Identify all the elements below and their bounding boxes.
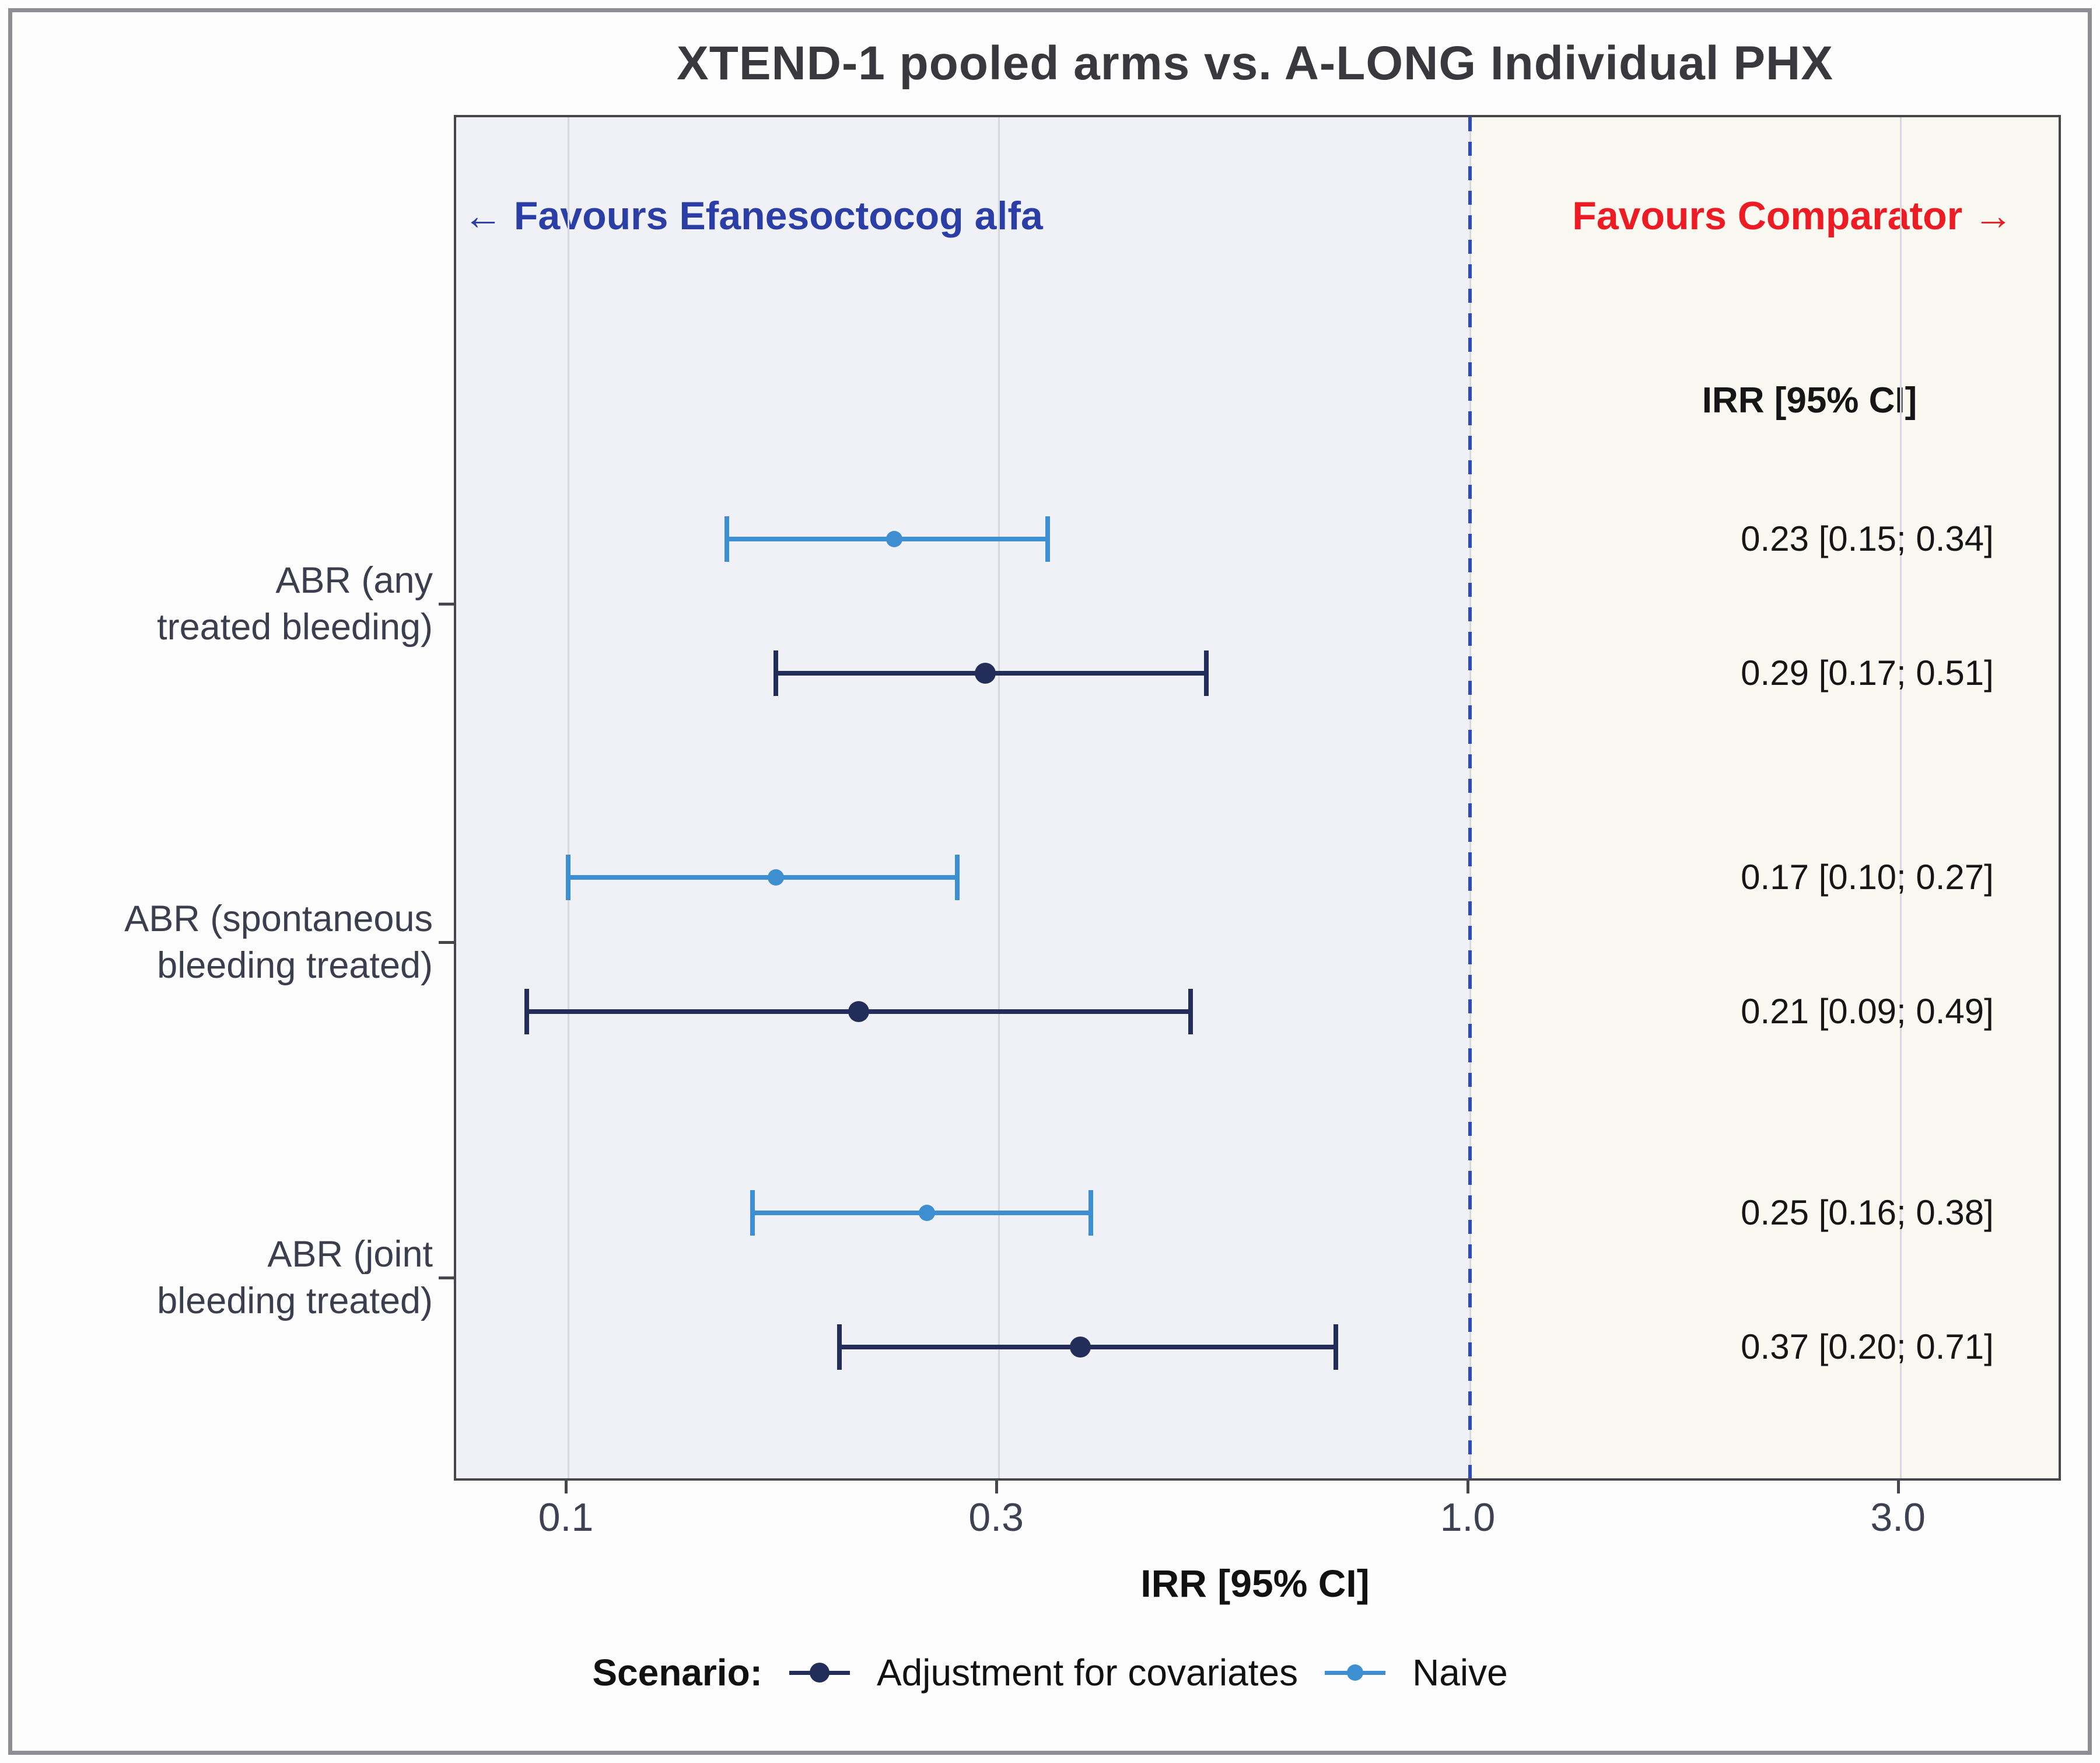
group-label: ABR (spontaneous bleeding treated) [18,896,433,989]
point-estimate [768,869,785,886]
group-label-line: treated bleeding) [157,607,433,648]
ci-upper-cap [1088,1190,1094,1236]
legend-label-adjusted: Adjustment for covariates [876,1652,1298,1694]
irr-value-text: 0.23 [0.15; 0.34] [1741,519,1994,558]
x-tick-label: 1.0 [1440,1495,1496,1540]
x-tick-label: 0.3 [968,1495,1024,1540]
ci-lower-cap [774,650,779,696]
panel-background-right [1470,117,2059,1478]
ci-interval-line [568,875,957,880]
x-axis-tick [995,1478,998,1493]
plot-panel: ← Favours Efanesoctocog alfa Favours Com… [454,115,2061,1481]
y-axis-tick [439,603,454,606]
ci-upper-cap [1203,650,1209,696]
ci-lower-cap [524,989,530,1034]
x-tick-label: 0.1 [538,1495,594,1540]
ci-upper-cap [1188,989,1194,1034]
gridline [998,117,1000,1478]
group-label-line: bleeding treated) [157,945,433,986]
point-estimate [1070,1337,1091,1358]
legend-label-naive: Naive [1412,1652,1508,1694]
point-estimate [886,531,903,547]
point-estimate [848,1001,870,1022]
y-axis-tick [439,1276,454,1279]
naive-legend-marker-icon [1325,1654,1386,1691]
ci-lower-cap [750,1190,755,1236]
legend: Scenario: Adjustment for covariates Naiv… [0,1651,2100,1694]
ci-lower-cap [837,1324,842,1370]
gridline [568,117,569,1478]
group-label-line: bleeding treated) [157,1281,433,1321]
adjusted-legend-marker-icon [789,1654,850,1691]
irr-value-text: 0.25 [0.16; 0.38] [1741,1193,1994,1232]
group-label-line: ABR (joint [267,1234,433,1275]
ci-upper-cap [954,855,960,900]
ci-upper-cap [1045,516,1050,562]
group-label: ABR (any treated bleeding) [18,557,433,650]
y-axis-tick [439,941,454,944]
ci-upper-cap [1334,1324,1339,1370]
chart-title: XTEND-1 pooled arms vs. A-LONG Individua… [677,37,1833,90]
gridline [1899,117,1902,1478]
group-label: ABR (joint bleeding treated) [18,1231,433,1324]
irr-column-header: IRR [95% CI] [1702,380,1917,421]
irr-value-text: 0.37 [0.20; 0.71] [1741,1327,1994,1366]
point-estimate [919,1205,936,1221]
x-axis-tick [565,1478,568,1493]
group-label-line: ABR (spontaneous [124,898,433,939]
reference-line [1468,117,1472,1478]
favours-comparator-label: Favours Comparator → [1572,194,2013,238]
favours-efanesoctocog-label: ← Favours Efanesoctocog alfa [463,194,1043,238]
x-axis-tick [1466,1478,1469,1493]
point-estimate [974,663,996,684]
x-axis-tick [1896,1478,1900,1493]
irr-value-text: 0.29 [0.17; 0.51] [1741,653,1994,692]
irr-value-text: 0.17 [0.10; 0.27] [1741,858,1994,897]
ci-lower-cap [724,516,730,562]
ci-lower-cap [566,855,570,900]
x-axis-title: IRR [95% CI] [1140,1562,1370,1605]
group-label-line: ABR (any [275,560,433,601]
legend-title: Scenario: [592,1652,762,1694]
irr-value-text: 0.21 [0.09; 0.49] [1741,992,1994,1031]
panel-background-left [456,117,1470,1478]
x-tick-label: 3.0 [1870,1495,1926,1540]
